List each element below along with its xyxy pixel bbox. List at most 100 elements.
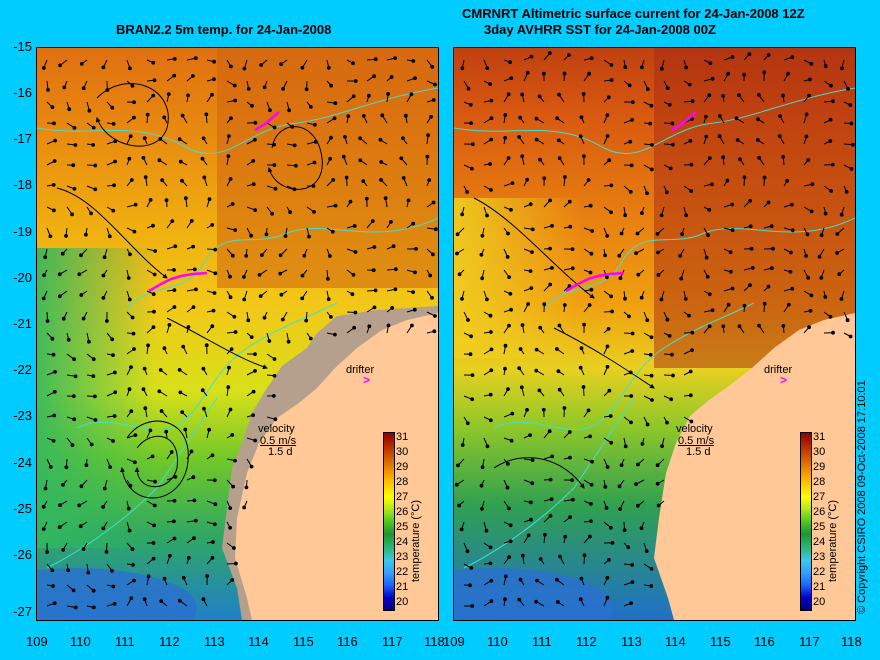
velocity-arrow-head — [350, 292, 355, 297]
velocity-arrow-head — [542, 71, 546, 76]
velocity-arrow-head — [644, 549, 649, 554]
velocity-arrow-head — [485, 66, 490, 71]
cold-southwest-patch — [454, 568, 614, 620]
velocity-arrow-head — [343, 135, 347, 139]
velocity-arrow-head — [587, 71, 592, 76]
velocity-arrow-head — [132, 347, 136, 351]
velocity-arrow-head — [52, 601, 57, 606]
latitude-label: -21 — [13, 316, 32, 331]
velocity-arrow-head — [534, 137, 539, 142]
drifter-label: drifter — [346, 364, 375, 376]
velocity-arrow-head — [455, 251, 459, 256]
velocity-arrow-head — [557, 387, 562, 392]
velocity-arrow-head — [623, 296, 627, 301]
velocity-arrow-head — [164, 429, 169, 434]
velocity-arrow-head — [555, 116, 559, 121]
velocity-arrow-head — [186, 556, 191, 560]
velocity-arrow-head — [294, 163, 298, 168]
velocity-arrow-head — [283, 234, 288, 239]
velocity-arrow-head — [57, 294, 62, 299]
bathymetry-contour — [126, 217, 438, 309]
velocity-arrow-head — [610, 309, 615, 314]
velocity-arrow-head — [628, 139, 633, 144]
velocity-arrow-head — [468, 352, 473, 357]
velocity-arrow-head — [180, 178, 184, 183]
velocity-arrow-head — [372, 305, 377, 310]
longitude-label: 112 — [576, 634, 597, 649]
current-streamline — [120, 420, 189, 499]
velocity-arrow-head — [411, 221, 416, 226]
velocity-arrow-head — [623, 213, 628, 218]
velocity-arrow-head — [93, 187, 98, 192]
velocity-arrow-head — [148, 198, 153, 202]
velocity-arrow-head — [489, 137, 494, 142]
latitude-label: -20 — [13, 270, 32, 285]
velocity-arrow-head — [348, 199, 353, 204]
velocity-arrow-head — [556, 369, 561, 374]
velocity-arrow-head — [708, 61, 713, 66]
bathymetry-contour — [76, 302, 338, 430]
velocity-arrow-head — [112, 183, 116, 188]
velocity-arrow-head — [689, 189, 694, 194]
velocity-arrow-head — [79, 484, 84, 489]
velocity-arrow-head — [679, 276, 684, 281]
velocity-arrow-head — [191, 74, 195, 78]
velocity-arrow-head — [742, 303, 747, 308]
velocity-arrow-head — [430, 295, 434, 300]
velocity-arrow-head — [579, 346, 584, 351]
velocity-arrow-head — [835, 251, 840, 255]
longitude-label: 111 — [532, 634, 552, 649]
velocity-arrow-head — [684, 213, 689, 218]
velocity-scale-days: 1.5 d — [268, 446, 293, 458]
velocity-arrow-head — [89, 211, 93, 216]
velocity-arrow-head — [201, 136, 206, 141]
velocity-arrow-head — [328, 254, 332, 258]
velocity-arrow-head — [129, 178, 134, 182]
velocity-arrow-head — [70, 443, 75, 448]
velocity-arrow-head — [133, 433, 138, 438]
velocity-arrow-head — [562, 303, 567, 307]
velocity-arrow-head — [213, 271, 218, 276]
velocity-arrow-head — [503, 343, 508, 348]
velocity-arrow-head — [528, 202, 533, 207]
velocity-arrow-head — [164, 198, 169, 203]
velocity-arrow-head — [150, 454, 155, 459]
latitude-label: -22 — [13, 362, 32, 377]
velocity-arrow-head — [329, 315, 333, 319]
velocity-arrow-head — [667, 334, 672, 338]
velocity-arrow-head — [352, 224, 357, 228]
velocity-arrow-head — [101, 526, 106, 531]
velocity-arrow-head — [278, 253, 283, 258]
velocity-arrow-head — [534, 599, 538, 604]
velocity-arrow-head — [290, 125, 295, 129]
velocity-arrow-head — [166, 92, 171, 96]
velocity-arrow-head — [273, 417, 278, 422]
velocity-arrow-head — [520, 323, 525, 327]
velocity-arrow-head — [42, 273, 46, 278]
velocity-arrow-head — [648, 352, 653, 357]
colorbar-tick-label: 27 — [813, 491, 826, 503]
velocity-arrow-head — [567, 284, 572, 288]
velocity-arrow-head — [489, 368, 494, 373]
velocity-arrow-head — [386, 92, 391, 96]
velocity-arrow-head — [590, 459, 594, 464]
velocity-arrow-head — [162, 346, 167, 351]
velocity-arrow-head — [506, 156, 511, 160]
velocity-arrow-head — [126, 276, 131, 280]
velocity-arrow-head — [605, 134, 610, 138]
velocity-arrow-head — [271, 394, 276, 398]
velocity-arrow-head — [804, 254, 809, 258]
velocity-arrow-head — [578, 365, 583, 370]
velocity-arrow-head — [52, 208, 56, 213]
velocity-arrow-head — [807, 93, 812, 98]
velocity-arrow-head — [469, 334, 474, 339]
colorbar-tick-label: 24 — [813, 536, 826, 548]
velocity-arrow-head — [488, 561, 493, 566]
current-streamline — [473, 197, 595, 299]
right-map-title-line2: 3day AVHRR SST for 24-Jan-2008 00Z — [484, 22, 716, 37]
velocity-arrow-head — [630, 331, 635, 336]
velocity-arrow-head — [728, 250, 733, 255]
velocity-arrow-head — [81, 316, 86, 321]
velocity-arrow-head — [52, 389, 57, 394]
velocity-arrow-head — [287, 108, 292, 113]
